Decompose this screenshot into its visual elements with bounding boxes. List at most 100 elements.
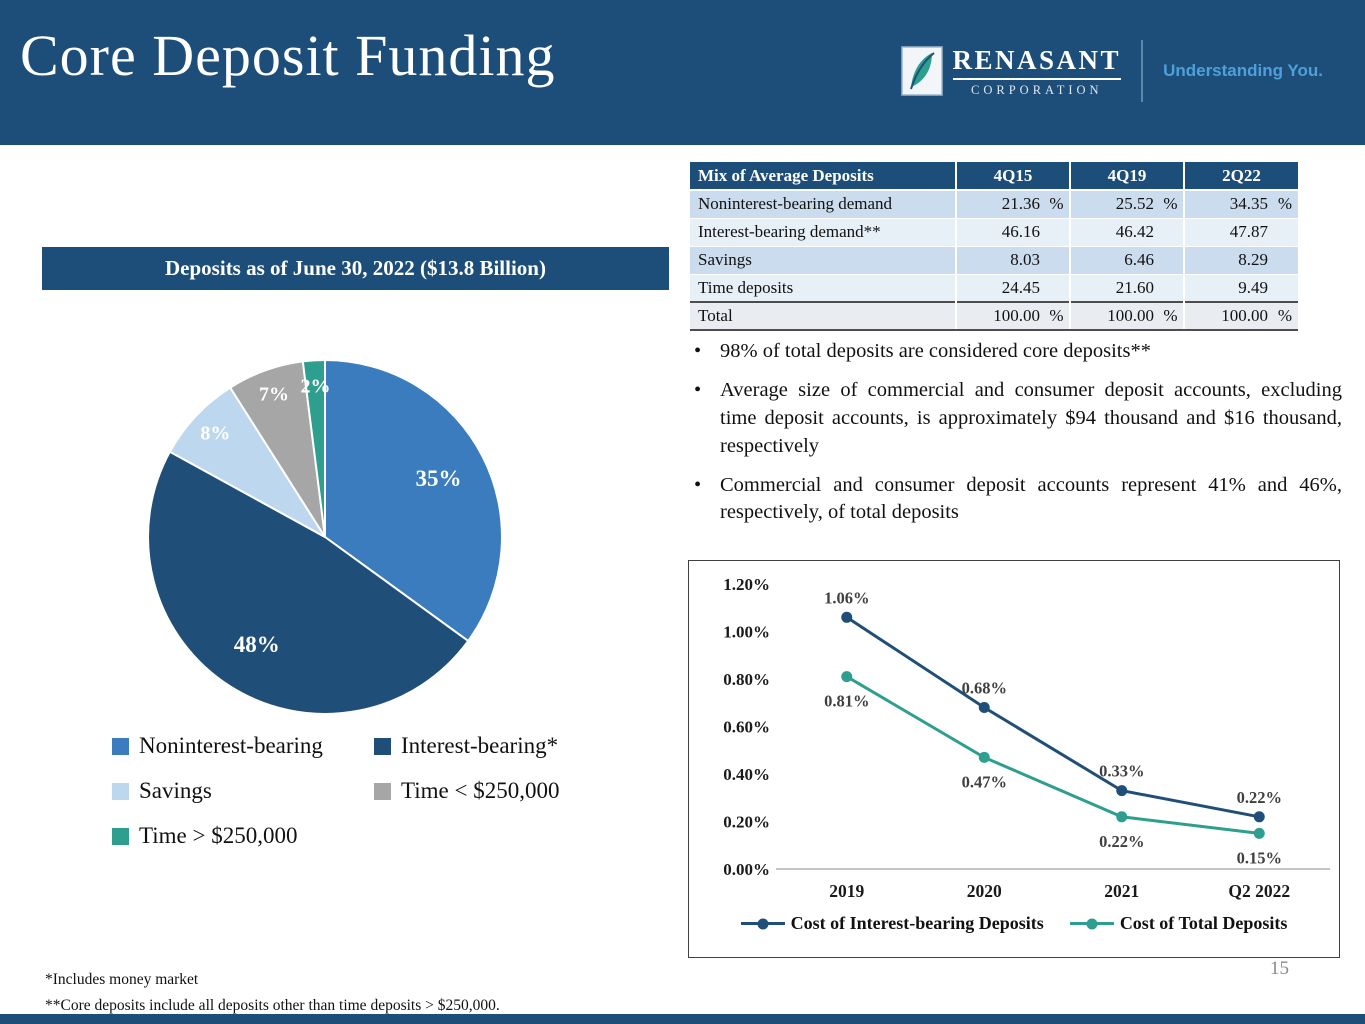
cell-percent-sign <box>1158 274 1184 303</box>
pie-slice <box>301 358 326 538</box>
renasant-logo: RENASANT CORPORATION Understanding You. <box>900 40 1323 102</box>
line-series <box>845 616 1260 819</box>
cell-value: 21.36 <box>955 190 1044 219</box>
data-point <box>978 751 990 763</box>
cell-value: 21.60 <box>1069 274 1158 303</box>
line-legend-item: Cost of Total Deposits <box>1069 913 1287 934</box>
legend-item: Interest-bearing* <box>374 733 636 759</box>
line-chart-legend: Cost of Interest-bearing Deposits Cost of… <box>689 913 1339 934</box>
data-label: 0.47% <box>962 772 1007 791</box>
data-point <box>841 611 853 623</box>
pie-legend: Noninterest-bearing Interest-bearing* Savi… <box>112 733 652 849</box>
bullet-item: Commercial and consumer deposit accounts… <box>690 472 1342 528</box>
legend-label: Noninterest-bearing <box>139 733 323 758</box>
table-row: Interest-bearing demand** 46.16 46.42 47.87 <box>690 218 1298 247</box>
cell-value: 24.45 <box>955 274 1044 303</box>
table-row: Noninterest-bearing demand 21.36% 25.52% 34… <box>690 190 1298 219</box>
page-title: Core Deposit Funding <box>20 23 556 88</box>
data-point <box>841 671 853 683</box>
cell-percent-sign <box>1158 246 1184 275</box>
line-legend-marker <box>1069 922 1114 925</box>
legend-item: Noninterest-bearing <box>112 733 374 759</box>
cell-value: 46.42 <box>1069 218 1158 247</box>
legend-swatch <box>374 737 391 755</box>
pie-slice-label: 8% <box>200 422 231 445</box>
cell-value: 25.52 <box>1069 190 1158 219</box>
data-point <box>1253 827 1265 839</box>
table-row: Time deposits 24.45 21.60 9.49 <box>690 274 1298 303</box>
cell-value: 47.87 <box>1183 218 1272 247</box>
cell-percent-sign: % <box>1272 190 1298 219</box>
cell-percent-sign <box>1044 274 1070 303</box>
column-header-4q19: 4Q19 <box>1069 162 1184 191</box>
data-label: 0.68% <box>962 679 1007 698</box>
cell-percent-sign: % <box>1044 301 1070 331</box>
cell-value: 6.46 <box>1069 246 1158 275</box>
y-tick-label: 0.60% <box>723 718 770 737</box>
cell-percent-sign <box>1272 274 1298 303</box>
logo-tagline: Understanding You. <box>1163 61 1323 80</box>
legend-label: Savings <box>139 778 212 803</box>
table-header-row: Mix of Average Deposits 4Q15 4Q19 2Q22 <box>690 162 1298 191</box>
data-point <box>1116 785 1128 797</box>
line-legend-label: Cost of Interest-bearing Deposits <box>790 913 1044 933</box>
row-label: Noninterest-bearing demand <box>690 190 956 219</box>
data-point <box>1116 811 1128 823</box>
legend-swatch <box>374 782 391 800</box>
logo-text: RENASANT CORPORATION <box>952 45 1122 98</box>
column-header-4q15: 4Q15 <box>955 162 1070 191</box>
data-label: 0.22% <box>1099 832 1144 851</box>
pie-slice-label: 2% <box>300 375 331 398</box>
footnote-core-deposits: **Core deposits include all deposits oth… <box>45 997 500 1014</box>
row-label: Time deposits <box>690 274 956 303</box>
y-tick-label: 1.20% <box>723 575 770 594</box>
cell-percent-sign: % <box>1158 190 1184 219</box>
cell-value: 100.00 <box>1183 301 1272 331</box>
cell-value: 34.35 <box>1183 190 1272 219</box>
line-legend-item: Cost of Interest-bearing Deposits <box>740 913 1044 934</box>
data-label: 0.15% <box>1237 848 1282 867</box>
row-label: Interest-bearing demand** <box>690 218 956 247</box>
x-tick-label: 2019 <box>829 881 864 901</box>
cell-percent-sign <box>1272 246 1298 275</box>
banner-text: Deposits as of June 30, 2022 ($13.8 Bill… <box>165 256 546 280</box>
cell-value: 100.00 <box>1069 301 1158 331</box>
cell-percent-sign <box>1044 246 1070 275</box>
cell-percent-sign <box>1272 218 1298 247</box>
pie-slice <box>168 386 326 538</box>
row-label: Total <box>690 301 956 331</box>
y-tick-label: 0.80% <box>723 670 770 689</box>
legend-swatch <box>112 782 129 800</box>
deposits-table-body: Noninterest-bearing demand 21.36% 25.52% 34… <box>690 190 1298 331</box>
line-legend-marker <box>740 922 785 925</box>
data-point <box>1253 811 1265 823</box>
legend-label: Interest-bearing* <box>401 733 559 758</box>
legend-swatch <box>112 737 129 755</box>
bullet-item: 98% of total deposits are considered cor… <box>690 338 1342 366</box>
y-tick-label: 1.00% <box>723 623 770 642</box>
table-title: Mix of Average Deposits <box>690 162 956 191</box>
slide-header: Core Deposit Funding RENASANT CORPORATIO… <box>0 0 1365 145</box>
deposits-banner: Deposits as of June 30, 2022 ($13.8 Bill… <box>42 247 669 290</box>
line-series <box>845 675 1260 835</box>
pie-chart-svg <box>147 358 503 715</box>
legend-item: Savings <box>112 778 374 804</box>
cell-value: 46.16 <box>955 218 1044 247</box>
legend-label: Time < $250,000 <box>401 778 560 803</box>
deposits-table: Mix of Average Deposits 4Q15 4Q19 2Q22 N… <box>690 162 1298 331</box>
table-row: Total 100.00% 100.00% 100.00% <box>690 301 1298 331</box>
cell-percent-sign: % <box>1158 301 1184 331</box>
cell-percent-sign <box>1044 218 1070 247</box>
footer-bar <box>0 1014 1365 1024</box>
logo-divider <box>1141 40 1144 102</box>
x-tick-label: 2021 <box>1104 881 1139 901</box>
legend-item: Time > $250,000 <box>112 823 374 849</box>
pie-slice-label: 48% <box>233 631 280 657</box>
pie-chart: 35% 48% 8% 7% 2% <box>145 357 505 717</box>
legend-label: Time > $250,000 <box>139 823 298 848</box>
cell-value: 100.00 <box>955 301 1044 331</box>
line-chart: 0.00% 0.20% 0.40% 0.60% 0.80% 1.00% 1.20% 2019 2… <box>688 560 1340 958</box>
line-chart-svg: 0.00% 0.20% 0.40% 0.60% 0.80% 1.00% 1.20% 2019 2… <box>723 575 1330 901</box>
x-tick-label: Q2 2022 <box>1228 881 1290 901</box>
y-tick-label: 0.40% <box>723 765 770 784</box>
